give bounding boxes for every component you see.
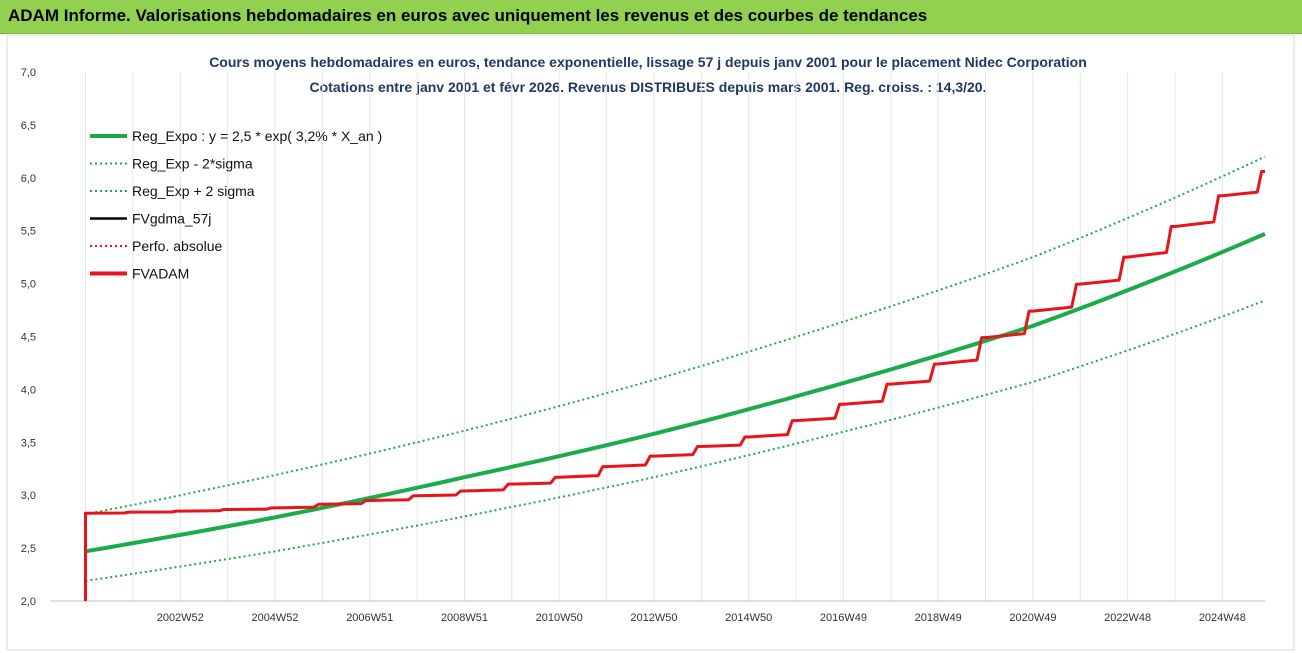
chart: Cours moyens hebdomadaires en euros, ten… [6, 34, 1295, 651]
y-tick-label: 6,5 [21, 120, 36, 132]
y-tick-label: 5,5 [21, 226, 36, 238]
y-tick-label: 2,5 [21, 543, 36, 555]
y-axis: 2,0 2,5 3,0 3,5 4,0 4,5 5,0 5,5 6,0 6,5 7,0 [21, 67, 36, 608]
y-tick-label: 5,0 [21, 279, 36, 291]
x-tick-label: 2002W52 [157, 612, 204, 624]
legend-label: Reg_Exp - 2*sigma [132, 156, 253, 172]
x-tick-label: 2004W52 [251, 612, 298, 624]
header-banner: ADAM Informe. Valorisations hebdomadaire… [0, 0, 1302, 34]
page-title: ADAM Informe. Valorisations hebdomadaire… [8, 6, 928, 25]
x-tick-label: 2020W49 [1009, 612, 1056, 624]
x-tick-label: 2014W50 [725, 612, 772, 624]
x-tick-label: 2012W50 [630, 612, 677, 624]
legend-label: FVADAM [132, 266, 189, 282]
x-tick-label: 2018W49 [915, 612, 962, 624]
legend-label: Reg_Expo : y = 2,5 * exp( 3,2% * X_an ) [132, 128, 382, 144]
x-tick-label: 2006W51 [346, 612, 393, 624]
x-tick-label: 2024W48 [1199, 612, 1246, 624]
chart-subtitle: Cotations entre janv 2001 et févr 2026. … [310, 79, 987, 95]
legend-label: Perfo. absolue [132, 238, 222, 254]
series-line [85, 299, 1266, 582]
chart-title: Cours moyens hebdomadaires en euros, ten… [209, 54, 1087, 70]
x-tick-label: 2008W51 [441, 612, 488, 624]
x-tick-label: 2022W48 [1104, 612, 1151, 624]
legend: Reg_Expo : y = 2,5 * exp( 3,2% * X_an ) R… [90, 128, 382, 282]
x-tick-label: 2016W49 [820, 612, 867, 624]
y-tick-label: 3,0 [21, 490, 36, 502]
x-axis: 2002W52 2004W52 2006W51 2008W51 2010W50 2012W… [50, 600, 1265, 624]
y-tick-label: 7,0 [21, 67, 36, 79]
y-tick-label: 4,0 [21, 384, 36, 396]
series-layer [84, 155, 1266, 601]
x-tick-label: 2010W50 [536, 612, 583, 624]
legend-label: FVgdma_57j [132, 211, 211, 227]
legend-label: Reg_Exp + 2 sigma [132, 183, 255, 199]
chart-border [6, 34, 1295, 651]
series-line [85, 232, 1266, 554]
series-line [84, 170, 1265, 601]
y-tick-label: 4,5 [21, 332, 36, 344]
y-tick-label: 2,0 [21, 596, 36, 608]
y-tick-label: 6,0 [21, 173, 36, 185]
y-tick-label: 3,5 [21, 437, 36, 449]
